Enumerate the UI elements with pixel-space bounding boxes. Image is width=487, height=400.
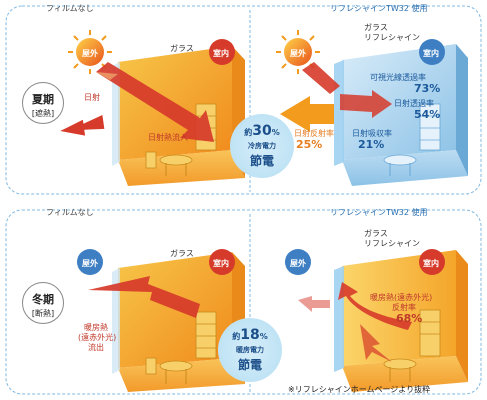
winter-header-left: フィルムなし	[46, 208, 94, 217]
summer-panel-border	[5, 5, 482, 195]
summer-solar-trans-label: 日射透過率	[394, 99, 434, 108]
summer-right-outside-label: 屋外	[290, 49, 306, 58]
winter-left-inside-badge	[209, 249, 235, 275]
summer-saving-prefix: 約	[244, 128, 253, 137]
winter-saving-text: 約18% 暖房電力 節電	[219, 319, 281, 381]
summer-right-glass-label: ガラス	[364, 23, 388, 32]
summer-saving-text: 約30% 冷房電力 節電	[231, 115, 293, 177]
summer-solar-reflect-label: 日射反射率	[294, 129, 334, 138]
summer-solar-reflect-value: 25%	[296, 138, 323, 151]
winter-saving-desc: 暖房電力	[236, 346, 264, 354]
summer-solar-inflow-arrow	[96, 62, 214, 142]
winter-reflect-label-2: 反射率	[392, 303, 416, 312]
winter-right-outside-label: 屋外	[290, 259, 306, 268]
summer-season-title: 夏期	[32, 93, 54, 106]
summer-saving-word: 節電	[249, 154, 274, 168]
winter-heat-outflow-arrow	[88, 276, 200, 318]
summer-right-inside-label: 室内	[423, 49, 439, 58]
summer-left-glass-label: ガラス	[170, 44, 194, 53]
winter-saving-prefix: 約	[232, 332, 241, 341]
summer-left-glass	[112, 62, 120, 166]
winter-left-outside-label: 屋外	[82, 259, 98, 268]
summer-right-room	[334, 44, 468, 186]
source-footnote: ※リフレシャインホームページより抜粋	[288, 385, 431, 394]
summer-header-right: リフレシャインTW32 使用	[330, 4, 428, 13]
winter-reflect-label-1: 暖房熱(遠赤外光)	[370, 293, 433, 302]
summer-solar-absorb-value: 21%	[358, 138, 385, 151]
winter-heat-label-3: 流出	[88, 343, 104, 352]
winter-season-subtitle: [断熱]	[31, 309, 55, 318]
winter-season-badge: 冬期 [断熱]	[22, 282, 64, 324]
winter-saving-value: 18	[240, 327, 260, 343]
summer-header-left: フィルムなし	[46, 4, 94, 13]
winter-heat-label-1: 暖房熱	[84, 323, 108, 332]
winter-heat-label-2: (遠赤外光)	[78, 333, 117, 342]
summer-reflect-orange-arrow	[280, 96, 334, 132]
winter-left-glass-label: ガラス	[170, 249, 194, 258]
winter-right-film-label: リフレシャイン	[364, 239, 420, 248]
winter-left-outside-badge	[77, 249, 103, 275]
summer-saving-unit: %	[271, 128, 280, 137]
summer-saving-value: 30	[252, 123, 272, 139]
winter-saving-unit: %	[259, 332, 268, 341]
summer-visible-value: 73%	[414, 82, 441, 95]
summer-right-inside-badge	[419, 39, 445, 65]
summer-season-subtitle: [遮熱]	[31, 109, 55, 118]
summer-left-sun-icon	[68, 30, 112, 74]
winter-right-inside-badge	[419, 249, 445, 275]
winter-left-inside-label: 室内	[213, 259, 229, 268]
summer-transmit-arrow	[340, 90, 392, 118]
winter-right-outside-badge	[285, 249, 311, 275]
summer-solar-trans-value: 54%	[414, 108, 441, 121]
winter-reflect-value: 68%	[396, 312, 423, 325]
winter-left-glass	[112, 268, 120, 374]
winter-saving-word: 節電	[237, 358, 262, 372]
summer-saving-desc: 冷房電力	[248, 142, 276, 150]
summer-visible-label: 可視光線透過率	[370, 73, 426, 82]
summer-left-inside-badge	[209, 39, 235, 65]
winter-season-title: 冬期	[32, 293, 54, 306]
summer-solar-absorb-label: 日射吸収率	[352, 129, 392, 138]
summer-right-film-label: リフレシャイン	[364, 33, 420, 42]
summer-reflect-arrow	[60, 115, 105, 136]
summer-left-inside-label: 室内	[213, 49, 229, 58]
summer-season-badge: 夏期 [遮熱]	[22, 82, 64, 124]
winter-header-right: リフレシャインTW32 使用	[330, 208, 428, 217]
summer-solar-inflow-label: 日射熱流入	[148, 133, 188, 142]
summer-solar-label: 日射	[84, 93, 100, 102]
summer-left-outside-label: 屋外	[82, 49, 98, 58]
winter-right-inside-label: 室内	[423, 259, 439, 268]
summer-right-solar-arrow	[302, 62, 340, 94]
winter-panel-border	[5, 209, 482, 395]
winter-right-glass-label: ガラス	[364, 229, 388, 238]
winter-heat-reflect-arrow	[338, 282, 412, 330]
summer-right-glass	[334, 60, 344, 166]
winter-right-glass	[334, 266, 344, 372]
